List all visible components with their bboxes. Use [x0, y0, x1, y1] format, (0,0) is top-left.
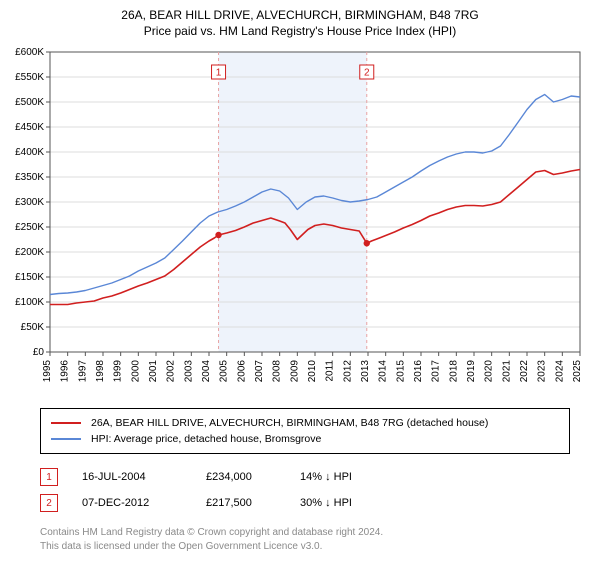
svg-text:2016: 2016	[413, 360, 424, 383]
legend-item-property: 26A, BEAR HILL DRIVE, ALVECHURCH, BIRMIN…	[51, 415, 559, 431]
svg-text:2020: 2020	[484, 360, 495, 383]
svg-text:£500K: £500K	[15, 97, 44, 108]
svg-text:£150K: £150K	[15, 272, 44, 283]
svg-text:1996: 1996	[60, 360, 71, 383]
svg-text:2024: 2024	[554, 360, 565, 383]
svg-text:2022: 2022	[519, 360, 530, 383]
svg-text:£550K: £550K	[15, 72, 44, 83]
svg-text:2000: 2000	[130, 360, 141, 383]
legend-item-hpi: HPI: Average price, detached house, Brom…	[51, 431, 559, 447]
svg-text:2008: 2008	[272, 360, 283, 383]
svg-text:1995: 1995	[42, 360, 53, 383]
svg-text:2025: 2025	[572, 360, 583, 383]
svg-text:2007: 2007	[254, 360, 265, 383]
legend-label-property: 26A, BEAR HILL DRIVE, ALVECHURCH, BIRMIN…	[91, 417, 488, 429]
svg-text:2014: 2014	[378, 360, 389, 383]
marker-delta-1: 14% ↓ HPI	[300, 471, 390, 483]
legend: 26A, BEAR HILL DRIVE, ALVECHURCH, BIRMIN…	[40, 408, 570, 454]
marker-price-1: £234,000	[206, 471, 276, 483]
marker-flag-2: 2	[40, 494, 58, 512]
footnote: Contains HM Land Registry data © Crown c…	[40, 526, 570, 553]
svg-text:£400K: £400K	[15, 147, 44, 158]
svg-text:2: 2	[364, 68, 370, 79]
svg-text:£600K: £600K	[15, 47, 44, 58]
svg-text:2005: 2005	[219, 360, 230, 383]
svg-text:2019: 2019	[466, 360, 477, 383]
marker-delta-2: 30% ↓ HPI	[300, 497, 390, 509]
chart-title-line2: Price paid vs. HM Land Registry's House …	[10, 24, 590, 38]
svg-text:2015: 2015	[395, 360, 406, 383]
svg-text:2012: 2012	[342, 360, 353, 383]
legend-swatch-property	[51, 422, 81, 424]
svg-text:2004: 2004	[201, 360, 212, 383]
svg-text:£0: £0	[33, 347, 45, 358]
legend-swatch-hpi	[51, 438, 81, 440]
marker-table: 1 16-JUL-2004 £234,000 14% ↓ HPI 2 07-DE…	[40, 464, 570, 516]
chart-titles: 26A, BEAR HILL DRIVE, ALVECHURCH, BIRMIN…	[0, 0, 600, 42]
legend-label-hpi: HPI: Average price, detached house, Brom…	[91, 433, 321, 445]
svg-text:2006: 2006	[236, 360, 247, 383]
line-chart: £0 £50K £100K £150K £200K £250K £300K £350K £400…	[0, 42, 600, 402]
svg-text:2003: 2003	[183, 360, 194, 383]
svg-text:£50K: £50K	[21, 322, 45, 333]
svg-text:£250K: £250K	[15, 222, 44, 233]
svg-text:2013: 2013	[360, 360, 371, 383]
marker-flag-1: 1	[40, 468, 58, 486]
footnote-line1: Contains HM Land Registry data © Crown c…	[40, 526, 570, 540]
svg-text:2017: 2017	[431, 360, 442, 383]
marker-price-2: £217,500	[206, 497, 276, 509]
marker-date-2: 07-DEC-2012	[82, 497, 182, 509]
chart-footer: 26A, BEAR HILL DRIVE, ALVECHURCH, BIRMIN…	[0, 402, 600, 563]
marker-date-1: 16-JUL-2004	[82, 471, 182, 483]
svg-text:2018: 2018	[448, 360, 459, 383]
svg-text:£100K: £100K	[15, 297, 44, 308]
svg-text:£450K: £450K	[15, 122, 44, 133]
svg-text:2021: 2021	[501, 360, 512, 383]
svg-text:£300K: £300K	[15, 197, 44, 208]
svg-text:1: 1	[216, 68, 222, 79]
svg-text:2001: 2001	[148, 360, 159, 383]
svg-text:1997: 1997	[77, 360, 88, 383]
svg-text:2011: 2011	[325, 360, 336, 382]
marker-row-1: 1 16-JUL-2004 £234,000 14% ↓ HPI	[40, 464, 570, 490]
svg-text:£200K: £200K	[15, 247, 44, 258]
svg-text:2009: 2009	[289, 360, 300, 383]
svg-text:1999: 1999	[113, 360, 124, 383]
marker-row-2: 2 07-DEC-2012 £217,500 30% ↓ HPI	[40, 490, 570, 516]
footnote-line2: This data is licensed under the Open Gov…	[40, 540, 570, 554]
svg-text:2002: 2002	[166, 360, 177, 383]
chart-container: 26A, BEAR HILL DRIVE, ALVECHURCH, BIRMIN…	[0, 0, 600, 563]
svg-text:1998: 1998	[95, 360, 106, 383]
svg-text:£350K: £350K	[15, 172, 44, 183]
svg-text:2010: 2010	[307, 360, 318, 383]
chart-title-line1: 26A, BEAR HILL DRIVE, ALVECHURCH, BIRMIN…	[10, 8, 590, 22]
svg-text:2023: 2023	[537, 360, 548, 383]
